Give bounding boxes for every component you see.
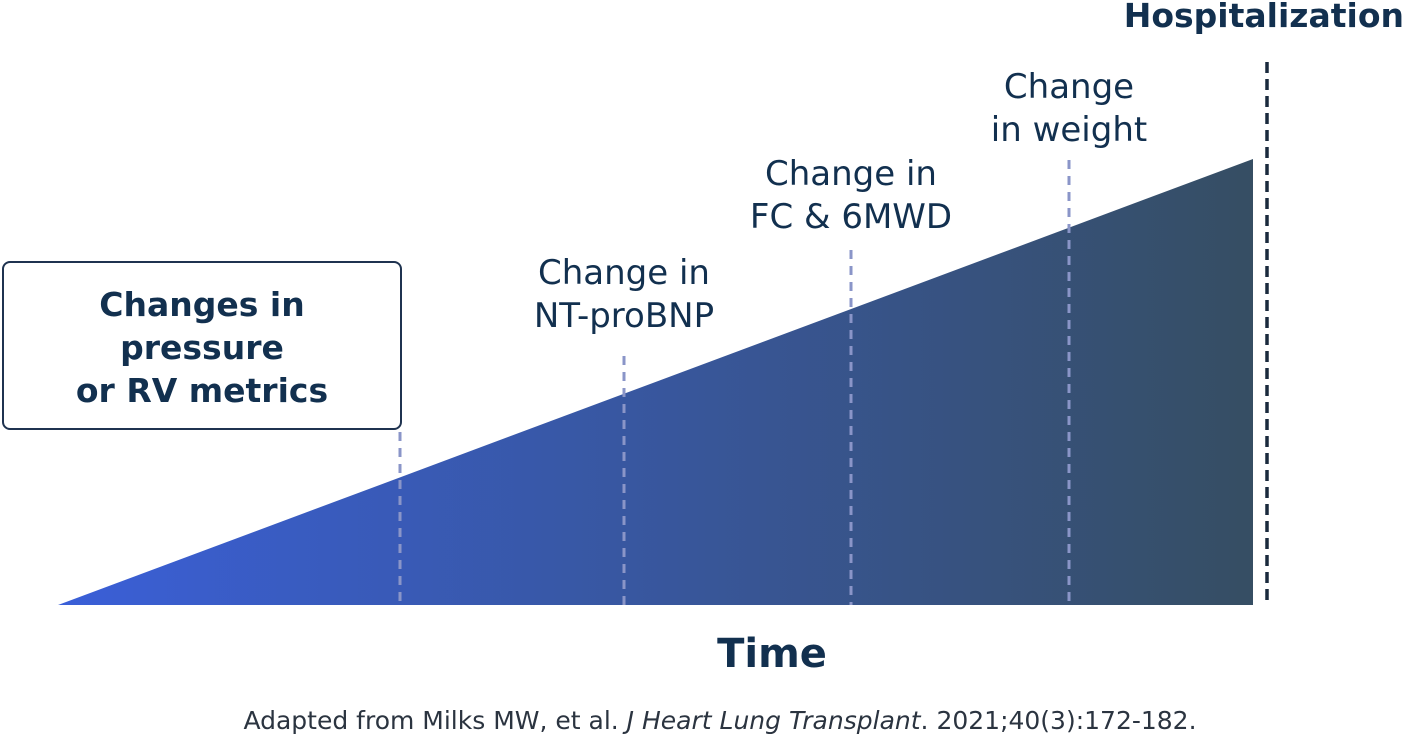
marker-label-fc-6mwd-line-1: Change in [765, 154, 937, 194]
marker-label-ntprobnp: Change in NT-proBNP [504, 252, 744, 338]
progression-wedge [58, 159, 1253, 605]
marker-label-ntprobnp-line-1: Change in [538, 253, 710, 293]
marker-label-weight: Change in weight [954, 66, 1184, 152]
marker-label-weight-line-2: in weight [990, 110, 1148, 150]
early-signal-box: Changes in pressure or RV metrics [2, 261, 402, 430]
marker-label-fc-6mwd: Change in FC & 6MWD [721, 153, 981, 239]
hospitalization-label: Hospitalization [1123, 0, 1404, 35]
early-signal-line-3: or RV metrics [75, 371, 329, 410]
marker-label-weight-line-1: Change [1003, 67, 1135, 107]
marker-label-ntprobnp-line-2: NT-proBNP [533, 296, 715, 336]
citation-prefix: Adapted from Milks MW, et al. [243, 706, 627, 735]
marker-label-fc-6mwd-line-2: FC & 6MWD [749, 197, 953, 237]
early-signal-line-2: pressure [120, 328, 284, 367]
x-axis-label: Time [717, 631, 827, 677]
citation: Adapted from Milks MW, et al. J Heart Lu… [0, 704, 1404, 738]
citation-journal: J Heart Lung Transplant [626, 706, 921, 735]
citation-suffix: . 2021;40(3):172-182. [920, 706, 1197, 735]
early-signal-line-1: Changes in [99, 285, 305, 324]
